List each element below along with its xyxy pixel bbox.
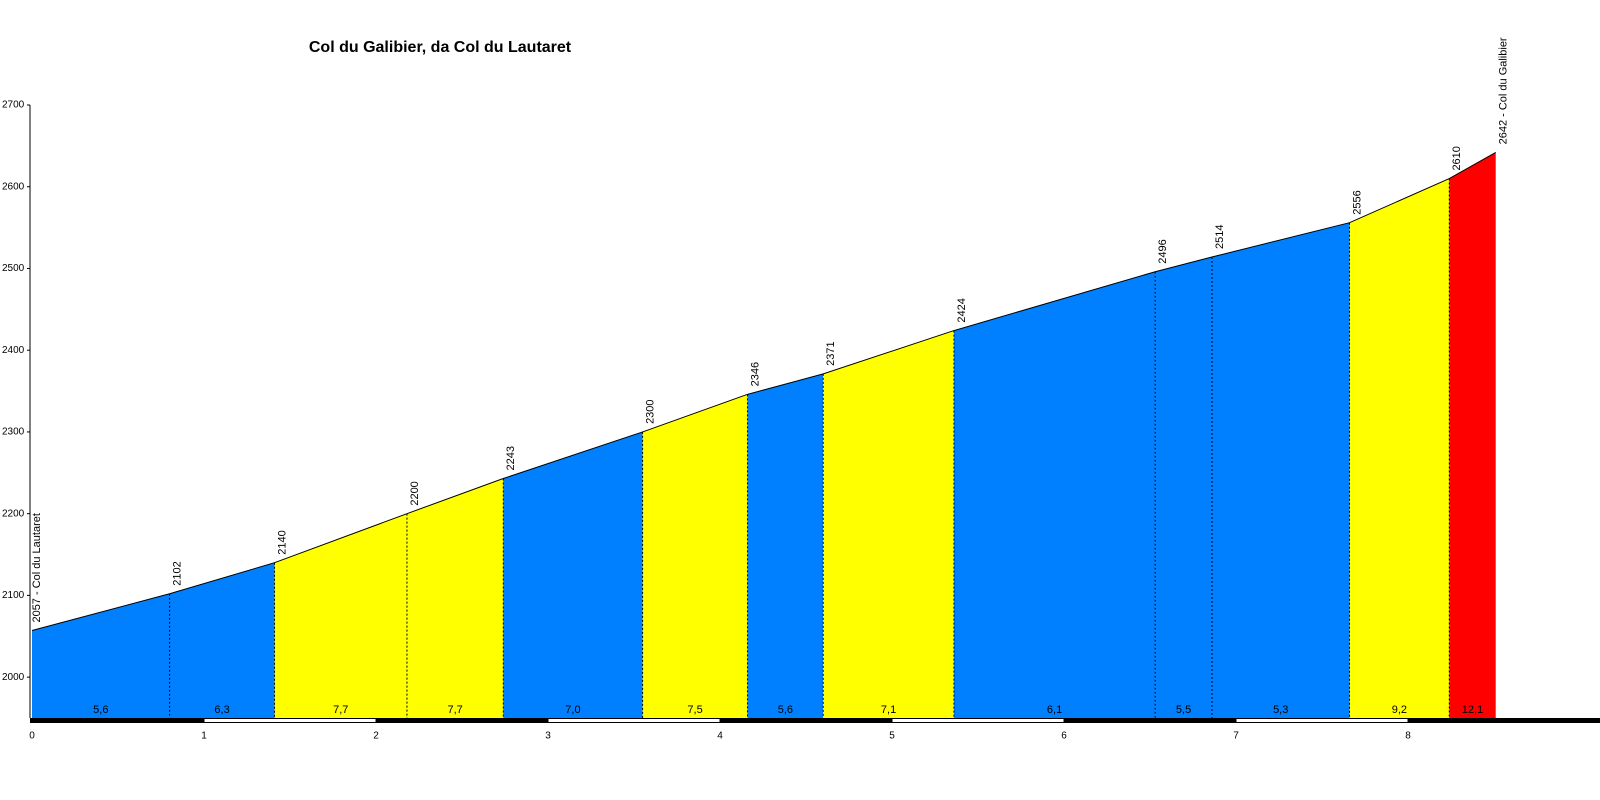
x-axis-km-band [548, 719, 720, 722]
x-tick-label: 6 [1061, 731, 1067, 742]
y-tick-label: 2000 [2, 672, 25, 683]
y-tick-label: 2700 [2, 100, 25, 111]
gradient-label: 7,5 [687, 704, 702, 716]
x-tick-label: 4 [717, 731, 723, 742]
gradient-label: 6,3 [214, 704, 229, 716]
gradient-label: 9,2 [1392, 704, 1407, 716]
segment-area [953, 271, 1156, 718]
gradient-label: 7,7 [447, 704, 462, 716]
elevation-label: 2346 [749, 362, 761, 386]
x-tick-label: 0 [29, 731, 35, 742]
segment-area [503, 431, 643, 718]
segment-area [823, 330, 954, 718]
elevation-label: 2610 [1451, 146, 1463, 170]
elevation-label: 2102 [172, 561, 184, 585]
elevation-label: 2514 [1214, 225, 1226, 249]
segment-area [642, 394, 748, 718]
gradient-label: 5,5 [1176, 704, 1191, 716]
segment-area [169, 562, 275, 718]
x-tick-label: 8 [1405, 731, 1411, 742]
segment-area [1449, 152, 1496, 718]
x-axis-bar [30, 718, 1600, 723]
segment-area [32, 593, 170, 718]
elevation-label: 2300 [645, 399, 657, 423]
segment-area [406, 478, 504, 718]
segment-area [274, 513, 407, 718]
elevation-label: 2057 - Col du Lautaret [31, 513, 43, 622]
x-tick-label: 2 [373, 731, 379, 742]
y-tick-label: 2400 [2, 345, 25, 356]
gradient-label: 6,1 [1047, 704, 1062, 716]
segment-area [747, 373, 824, 718]
gradient-label: 5,3 [1273, 704, 1288, 716]
y-tick-label: 2200 [2, 508, 25, 519]
elevation-label: 2140 [276, 530, 288, 554]
profile-line [31, 151, 1496, 632]
gradient-label: 7,0 [565, 704, 580, 716]
elevation-label: 2371 [825, 341, 837, 365]
x-tick-label: 5 [889, 731, 895, 742]
x-axis-km-band [204, 719, 376, 722]
x-tick-label: 1 [201, 731, 207, 742]
elevation-label: 2200 [409, 481, 421, 505]
gradient-label: 5,6 [778, 704, 793, 716]
elevation-label: 2496 [1157, 239, 1169, 263]
y-tick-label: 2100 [2, 590, 25, 601]
segment-area [1211, 222, 1350, 719]
y-tick-label: 2600 [2, 181, 25, 192]
x-axis-km-band [892, 719, 1064, 722]
chart-title: Col du Galibier, da Col du Lautaret [309, 39, 572, 56]
elevation-label: 2243 [505, 446, 517, 470]
x-axis-km-band [1236, 719, 1408, 722]
y-tick-label: 2500 [2, 263, 25, 274]
x-tick-label: 3 [545, 731, 551, 742]
gradient-label: 7,1 [881, 704, 896, 716]
gradient-label: 7,7 [333, 704, 348, 716]
x-tick-label: 7 [1233, 731, 1239, 742]
segment-area [1349, 178, 1450, 718]
gradient-label: 12,1 [1462, 704, 1483, 716]
elevation-label: 2642 - Col du Galibier [1498, 37, 1510, 144]
segment-area [1155, 257, 1212, 718]
elevation-label: 2556 [1351, 190, 1363, 214]
gradient-label: 5,6 [93, 704, 108, 716]
y-tick-label: 2300 [2, 427, 25, 438]
elevation-label: 2424 [956, 298, 968, 322]
